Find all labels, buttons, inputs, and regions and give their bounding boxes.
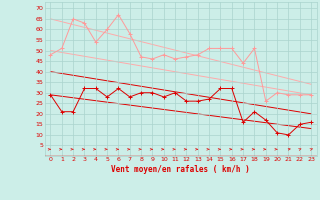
- X-axis label: Vent moyen/en rafales ( km/h ): Vent moyen/en rafales ( km/h ): [111, 165, 250, 174]
